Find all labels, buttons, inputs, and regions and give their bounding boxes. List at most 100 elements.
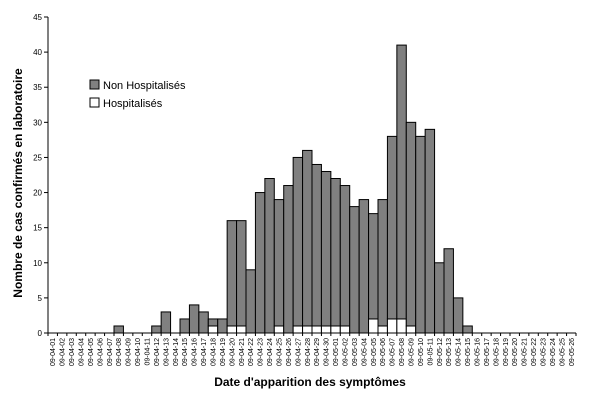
x-tick-label: 09-05-09: [409, 338, 416, 366]
y-tick-label: 0: [38, 329, 43, 338]
x-tick-label: 09-04-24: [267, 338, 274, 366]
x-tick-label: 09-05-13: [446, 338, 453, 366]
bar-hospitalises: [302, 325, 313, 334]
x-tick-label: 09-04-21: [239, 338, 246, 366]
bar-non-hospitalises: [302, 149, 313, 327]
bar-non-hospitalises: [292, 156, 304, 327]
bars-layer: [113, 44, 473, 334]
legend-background: [85, 73, 195, 115]
bar-hospitalises: [368, 318, 379, 334]
legend-swatch-non-hospitalises: [89, 79, 100, 90]
bar-non-hospitalises: [188, 304, 200, 334]
bar-hospitalises: [292, 325, 304, 334]
x-tick-label: 09-04-19: [220, 338, 227, 366]
bar-non-hospitalises: [377, 199, 388, 327]
x-tick-label: 09-05-05: [371, 338, 378, 366]
x-tick-label: 09-04-27: [295, 338, 302, 366]
bar-non-hospitalises: [452, 297, 464, 334]
x-tick-label: 09-05-16: [475, 338, 482, 366]
y-tick-label: 10: [33, 259, 42, 268]
x-tick-label: 09-04-16: [192, 338, 199, 366]
x-tick-label: 09-05-18: [493, 338, 500, 366]
y-axis-title: Nombre de cas confirmés en laboratoire: [11, 68, 25, 298]
x-tick-label: 09-04-10: [135, 338, 142, 366]
x-tick-label: 09-05-06: [380, 338, 387, 366]
x-tick-label: 09-04-18: [211, 338, 218, 366]
x-ticks: 09-04-01 09-04-02 09-04-03 09-04-04 09-04-05…: [47, 333, 577, 366]
bar-non-hospitalises: [217, 318, 228, 334]
x-tick-label: 09-04-23: [258, 338, 265, 366]
x-tick-label: 09-04-29: [314, 338, 321, 366]
x-tick-label: 09-04-13: [163, 338, 170, 366]
bar-non-hospitalises: [273, 199, 285, 327]
bar-non-hospitalises: [339, 185, 351, 327]
bar-non-hospitalises: [330, 178, 341, 327]
x-tick-label: 09-04-11: [145, 338, 152, 366]
x-tick-label: 09-05-26: [569, 338, 576, 366]
x-tick-label: 09-05-08: [399, 338, 406, 366]
bar-hospitalises: [236, 325, 247, 334]
x-tick-label: 09-04-07: [107, 338, 114, 366]
y-tick-label: 35: [33, 83, 42, 92]
x-tick-label: 09-04-02: [60, 338, 67, 366]
y-tick-label: 45: [33, 13, 42, 22]
y-tick-label: 5: [38, 294, 43, 303]
x-tick-label: 09-04-22: [248, 338, 255, 366]
bar-non-hospitalises: [226, 220, 238, 327]
bar-non-hospitalises: [264, 178, 275, 334]
bar-hospitalises: [320, 325, 332, 334]
bar-non-hospitalises: [320, 170, 332, 327]
x-tick-label: 09-05-21: [522, 338, 529, 366]
legend-label-hospitalises: Hospitalisés: [103, 98, 163, 110]
x-tick-label: 09-05-17: [484, 338, 491, 366]
bar-non-hospitalises: [434, 262, 445, 334]
x-tick-label: 09-04-05: [88, 338, 95, 366]
x-tick-label: 09-05-04: [361, 338, 368, 366]
bar-hospitalises: [273, 325, 285, 334]
bar-non-hospitalises: [462, 325, 473, 334]
bar-non-hospitalises: [386, 135, 398, 320]
bar-non-hospitalises: [349, 206, 360, 334]
x-tick-label: 09-04-15: [182, 338, 189, 366]
bar-non-hospitalises: [245, 269, 256, 334]
x-tick-label: 09-05-07: [390, 338, 397, 366]
bar-hospitalises: [226, 325, 238, 334]
bar-non-hospitalises: [179, 318, 190, 334]
bar-non-hospitalises: [415, 135, 426, 334]
x-tick-label: 09-04-20: [229, 338, 236, 366]
x-tick-label: 09-04-09: [126, 338, 133, 366]
bar-non-hospitalises: [198, 311, 209, 334]
legend-swatch-hospitalises: [89, 97, 100, 108]
bar-non-hospitalises: [405, 121, 417, 327]
x-tick-label: 09-04-08: [116, 338, 123, 366]
x-tick-label: 09-05-11: [427, 338, 434, 366]
legend-label-non-hospitalises: Non Hospitalisés: [103, 80, 186, 92]
bar-non-hospitalises: [254, 192, 266, 334]
y-tick-label: 20: [33, 189, 42, 198]
x-tick-label: 09-04-25: [277, 338, 284, 366]
bar-hospitalises: [207, 325, 219, 334]
bar-non-hospitalises: [368, 213, 379, 320]
x-tick-label: 09-04-17: [201, 338, 208, 366]
x-tick-label: 09-04-12: [154, 338, 161, 366]
bar-non-hospitalises: [113, 325, 124, 334]
bar-hospitalises: [386, 318, 398, 334]
x-axis-title: Date d'apparition des symptômes: [214, 375, 406, 389]
bar-non-hospitalises: [443, 248, 454, 334]
bar-non-hospitalises: [358, 199, 370, 334]
bar-hospitalises: [330, 325, 341, 334]
x-tick-label: 09-05-19: [503, 338, 510, 366]
x-tick-label: 09-04-14: [173, 338, 180, 366]
x-tick-label: 09-05-02: [343, 338, 350, 366]
x-tick-label: 09-05-20: [512, 338, 519, 366]
bar-non-hospitalises: [151, 325, 162, 334]
x-tick-label: 09-04-28: [305, 338, 312, 366]
y-ticks: 0 5 10 15 20 25 30 35 40 45: [33, 13, 48, 338]
y-tick-label: 30: [33, 118, 42, 127]
x-tick-label: 09-05-24: [550, 338, 557, 366]
bar-non-hospitalises: [160, 311, 172, 334]
bar-non-hospitalises: [283, 185, 294, 334]
bar-non-hospitalises: [207, 318, 219, 327]
x-tick-label: 09-04-04: [79, 338, 86, 366]
